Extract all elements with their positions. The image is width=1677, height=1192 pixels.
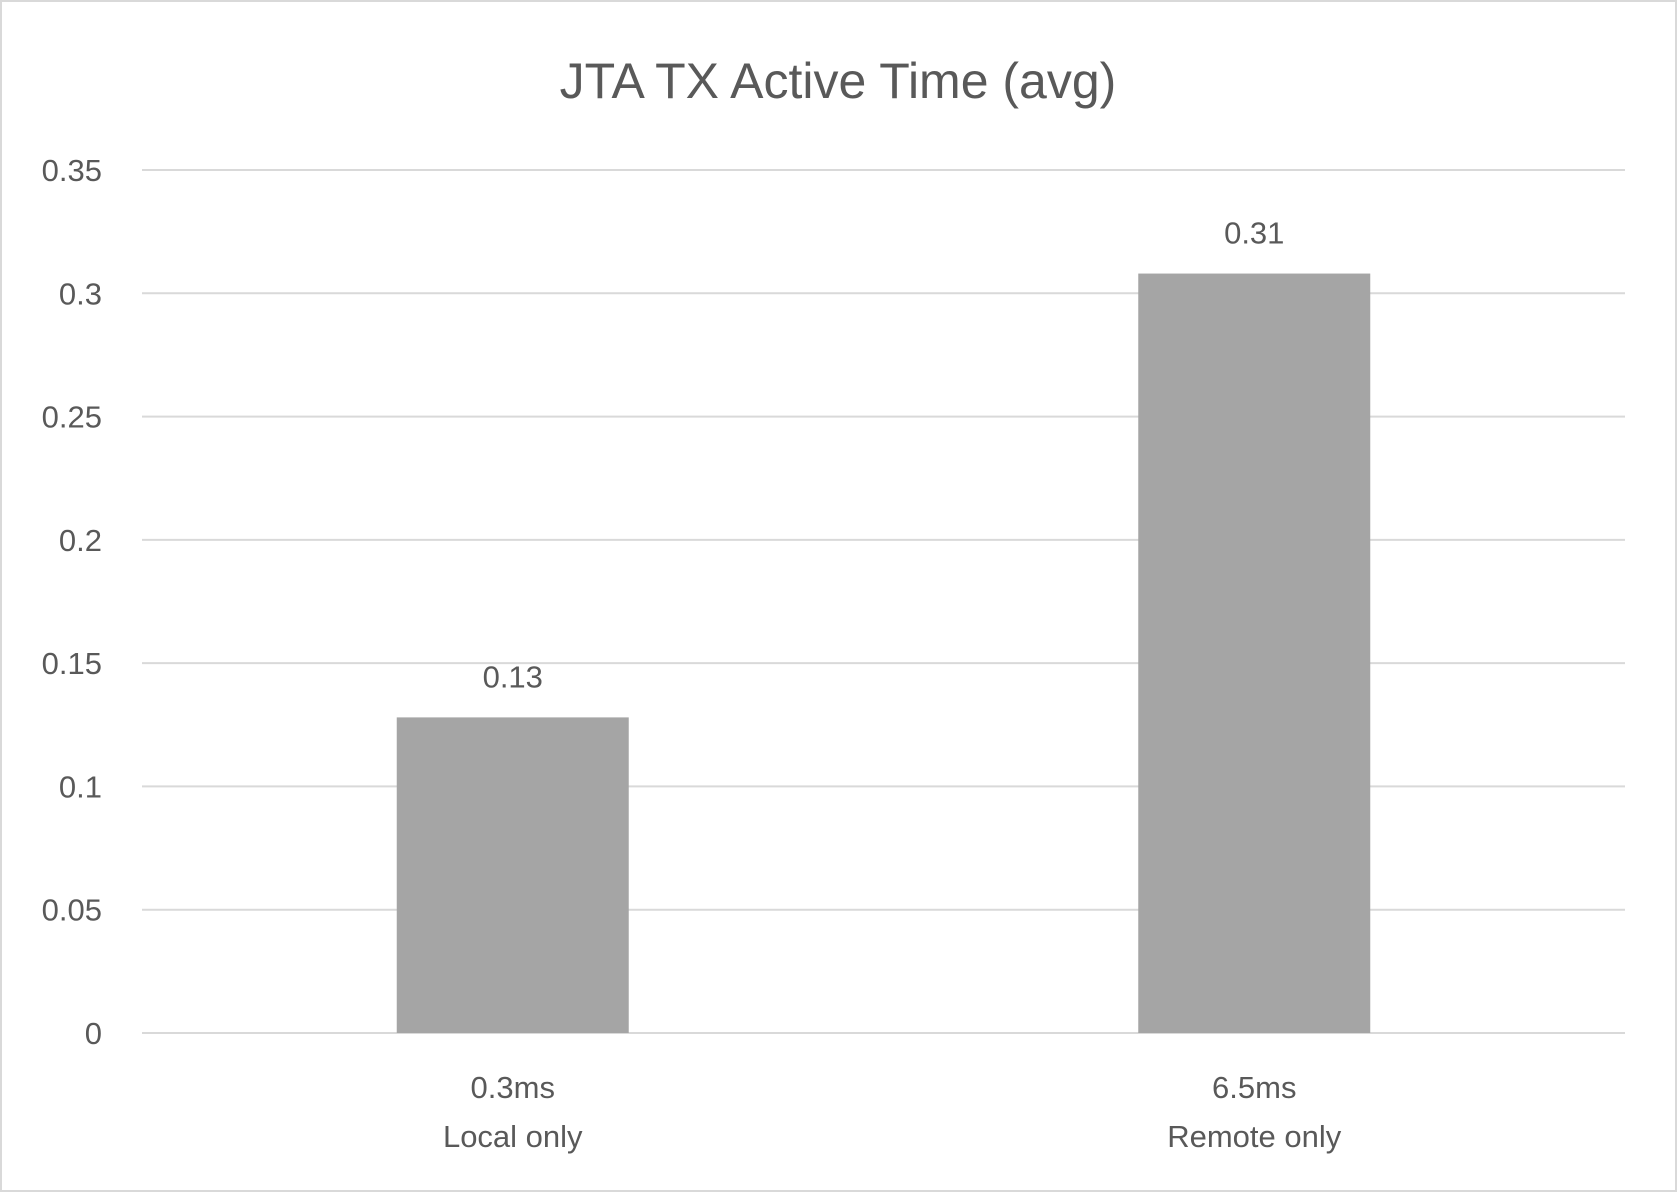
y-tick-label: 0.05 bbox=[42, 893, 102, 928]
y-tick-label: 0.1 bbox=[59, 769, 102, 804]
bar bbox=[396, 717, 629, 1033]
x-category-label: 0.3ms bbox=[471, 1070, 555, 1105]
x-category-label: Remote only bbox=[1167, 1119, 1342, 1154]
y-tick-label: 0.25 bbox=[42, 400, 102, 435]
y-tick-label: 0.3 bbox=[59, 276, 102, 311]
data-label: 0.31 bbox=[1224, 216, 1284, 251]
x-axis-categories: 0.3ms Local only 6.5ms Remote only bbox=[443, 1070, 1342, 1154]
data-labels: 0.13 0.31 bbox=[483, 216, 1285, 695]
y-tick-label: 0 bbox=[85, 1016, 102, 1051]
y-tick-label: 0.35 bbox=[42, 153, 102, 188]
data-label: 0.13 bbox=[483, 659, 543, 694]
x-category-label: 6.5ms bbox=[1212, 1070, 1296, 1105]
bars bbox=[396, 273, 1371, 1033]
y-tick-label: 0.15 bbox=[42, 646, 102, 681]
chart-title: JTA TX Active Time (avg) bbox=[560, 53, 1117, 109]
gridlines bbox=[142, 169, 1625, 1034]
bar bbox=[1138, 273, 1371, 1033]
y-tick-label: 0.2 bbox=[59, 523, 102, 558]
x-category-label: Local only bbox=[443, 1119, 583, 1154]
y-axis-ticks: 0 0.05 0.1 0.15 0.2 0.25 0.3 0.35 bbox=[42, 153, 102, 1051]
